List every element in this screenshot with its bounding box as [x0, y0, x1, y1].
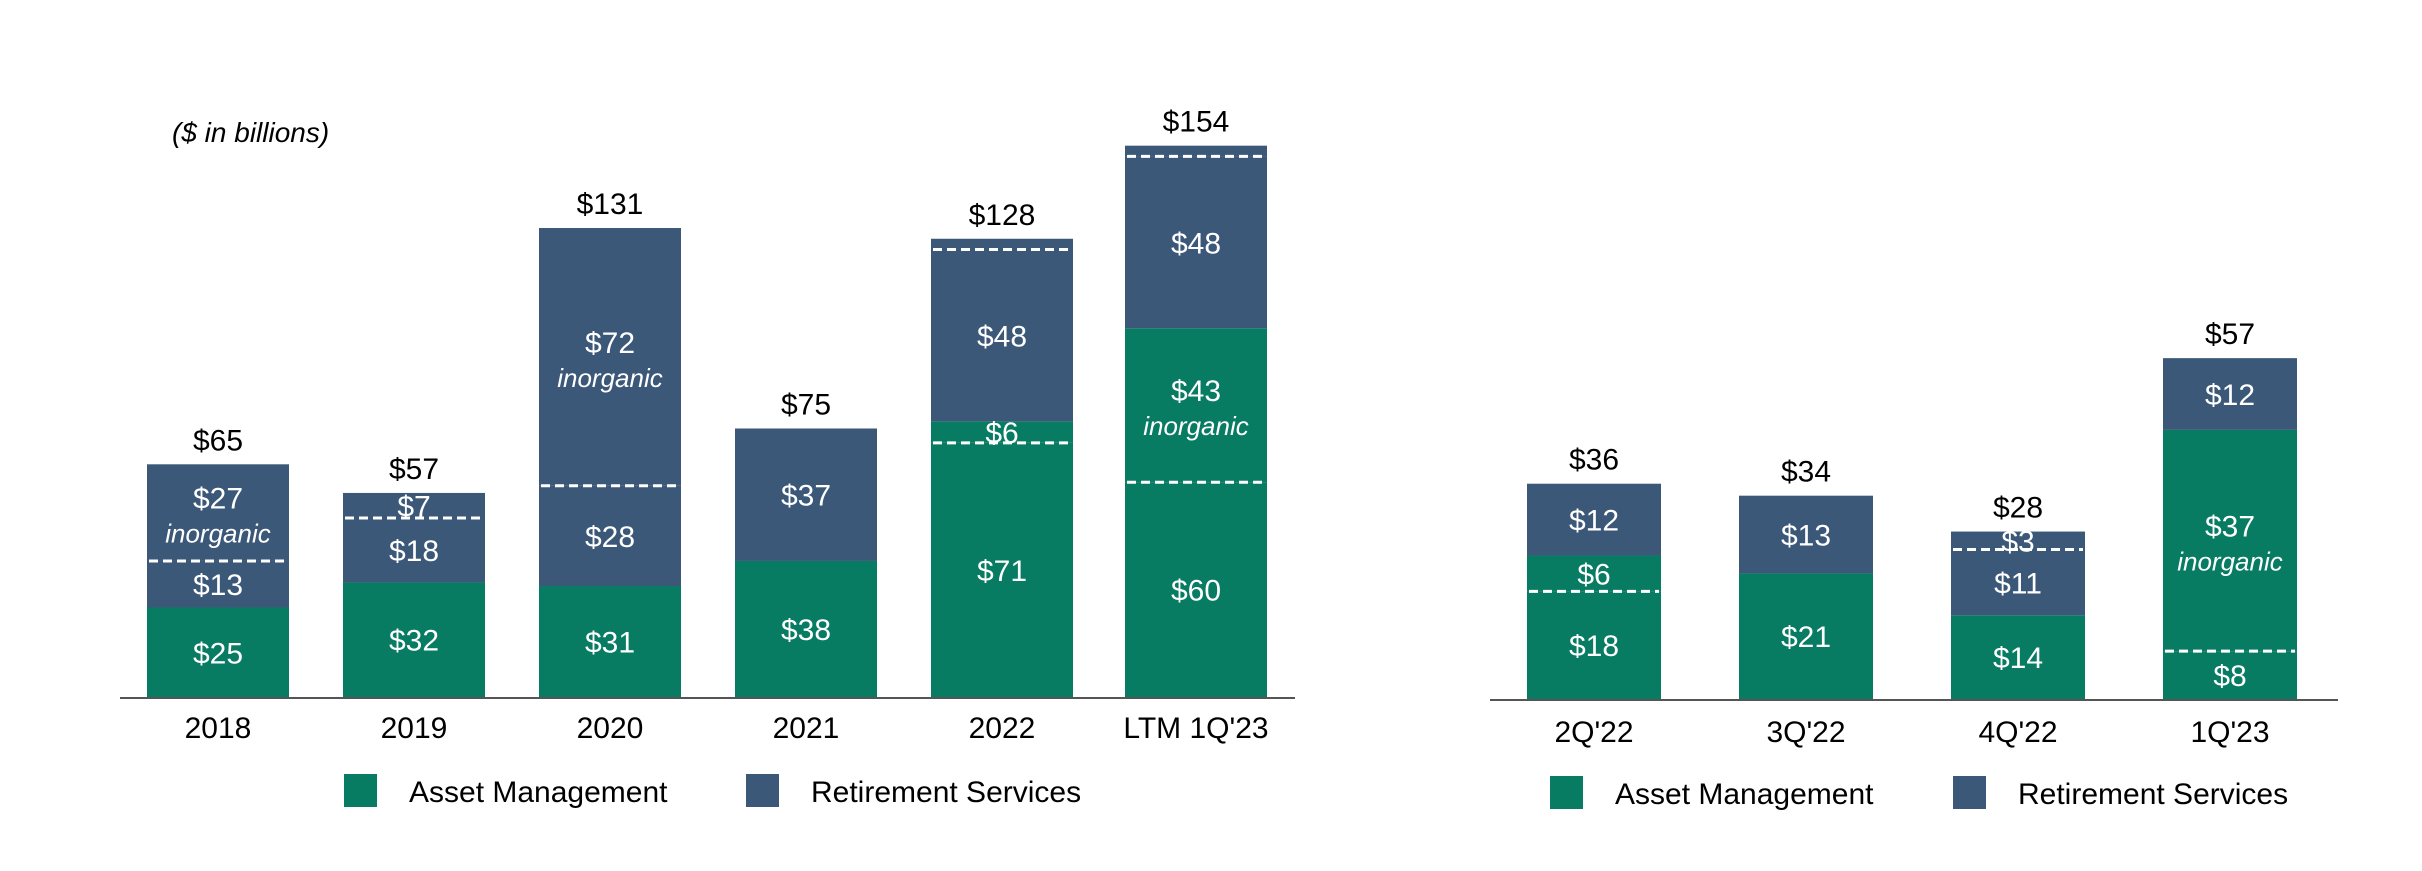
chart1-total-label: $131 — [577, 188, 644, 221]
chart1-legend-label: Asset Management — [409, 776, 668, 809]
chart1-segment-label: $48 — [1171, 227, 1221, 260]
chart1-bar-segment — [1125, 482, 1267, 697]
chart1-segment-label: $43 — [1171, 375, 1221, 408]
chart1-segment-label: $37 — [781, 480, 831, 513]
chart2-segment-sublabel: inorganic — [2177, 547, 2283, 577]
chart1-segment-label: $32 — [389, 625, 439, 658]
chart1-segment-label: $72 — [585, 327, 635, 360]
chart2-legend-label: Asset Management — [1615, 778, 1874, 811]
chart1-category-label: 2022 — [969, 712, 1036, 745]
chart2-total-label: $36 — [1569, 444, 1619, 477]
chart1-segment-label: $31 — [585, 627, 635, 660]
chart2-segment-label: $13 — [1781, 520, 1831, 553]
chart2-bar-segment — [2163, 429, 2297, 652]
chart1-bar-segment — [931, 421, 1073, 443]
chart2-category-label: 2Q'22 — [1554, 716, 1633, 749]
chart2-segment-label: $21 — [1781, 621, 1831, 654]
chart1-bar-segment — [147, 560, 289, 608]
chart1-bar-segment — [931, 442, 1073, 697]
chart1-bar-segment — [147, 607, 289, 697]
chart2-bar-segment — [1527, 555, 1661, 592]
chart1-category-label: 2019 — [381, 712, 448, 745]
chart1-bar-segment — [539, 228, 681, 486]
chart2-bar-segment — [1951, 615, 2085, 699]
chart1-bar-segment — [735, 428, 877, 561]
chart1-segment-sublabel: inorganic — [557, 363, 663, 393]
chart2-segment-label: $8 — [2213, 660, 2246, 693]
chart1-segment-label: $25 — [193, 637, 243, 670]
chart2-bar-segment — [1739, 495, 1873, 574]
chart1-segment-label: $71 — [977, 555, 1027, 588]
chart1-total-label: $154 — [1163, 106, 1230, 139]
chart1-bar-segment — [735, 560, 877, 697]
chart1-segment-label: $13 — [193, 569, 243, 602]
chart1-bar-segment — [1125, 328, 1267, 483]
chart2-bar-segment — [2163, 651, 2297, 699]
chart1-bar-segment — [931, 249, 1073, 422]
chart1-segment-label: $18 — [389, 535, 439, 568]
chart2-category-label: 4Q'22 — [1978, 716, 2057, 749]
chart2-bar-segment — [1951, 549, 2085, 616]
chart1-bar-segment — [539, 586, 681, 697]
chart1-legend-swatch — [746, 774, 779, 807]
chart1-total-label: $128 — [969, 199, 1036, 232]
chart2-legend-swatch — [1550, 776, 1583, 809]
chart1-bar-segment — [1125, 145, 1267, 157]
chart2-legend-label: Retirement Services — [2018, 778, 2288, 811]
chart2-total-label: $57 — [2205, 318, 2255, 351]
chart2-bar-segment — [2163, 358, 2297, 430]
chart2-total-label: $34 — [1781, 456, 1831, 489]
chart2-segment-label: $18 — [1569, 630, 1619, 663]
chart1-segment-label: $38 — [781, 614, 831, 647]
chart1-segment-sublabel: inorganic — [165, 519, 271, 549]
chart1-total-label: $65 — [193, 424, 243, 457]
chart2-total-label: $28 — [1993, 492, 2043, 525]
chart2-segment-label: $6 — [1577, 558, 1610, 591]
chart1-category-label: 2018 — [185, 712, 252, 745]
chart1-total-label: $57 — [389, 453, 439, 486]
chart2-legend-swatch — [1953, 776, 1986, 809]
chart2-segment-label: $11 — [1994, 567, 2042, 600]
chart2-segment-label: $3 — [2001, 526, 2034, 559]
chart1-bar-segment — [147, 464, 289, 561]
chart1-segment-sublabel: inorganic — [1143, 411, 1249, 441]
chart2-category-label: 1Q'23 — [2190, 716, 2269, 749]
chart1-bar-segment — [343, 492, 485, 518]
chart1-segment-label: $6 — [985, 417, 1018, 450]
chart1-segment-label: $60 — [1171, 575, 1221, 608]
chart1-bar-segment — [343, 518, 485, 583]
chart2-segment-label: $12 — [1569, 505, 1619, 538]
chart1-segment-label: $27 — [193, 483, 243, 516]
chart1-segment-label: $28 — [585, 521, 635, 554]
chart2-bar-segment — [1951, 531, 2085, 550]
chart1-bar-segment — [539, 485, 681, 587]
chart2-bar-segment — [1739, 573, 1873, 699]
chart2-bar-segment — [1527, 591, 1661, 699]
chart1-legend-label: Retirement Services — [811, 776, 1081, 809]
units-note: ($ in billions) — [172, 117, 329, 148]
chart2-segment-label: $12 — [2205, 379, 2255, 412]
chart1-bar-segment — [931, 238, 1073, 250]
chart1-bar-segment — [1125, 156, 1267, 329]
chart1-category-label: 2020 — [577, 712, 644, 745]
chart2-bar-segment — [1527, 483, 1661, 556]
chart2-segment-label: $37 — [2205, 511, 2255, 544]
chart1-segment-label: $48 — [977, 320, 1027, 353]
chart2-segment-label: $14 — [1993, 642, 2043, 675]
chart2-category-label: 3Q'22 — [1766, 716, 1845, 749]
chart1-category-label: LTM 1Q'23 — [1123, 712, 1268, 745]
chart1-segment-label: $7 — [397, 490, 430, 523]
chart1-total-label: $75 — [781, 389, 831, 422]
chart1-legend-swatch — [344, 774, 377, 807]
chart1-category-label: 2021 — [773, 712, 840, 745]
chart1-bar-segment — [343, 582, 485, 697]
